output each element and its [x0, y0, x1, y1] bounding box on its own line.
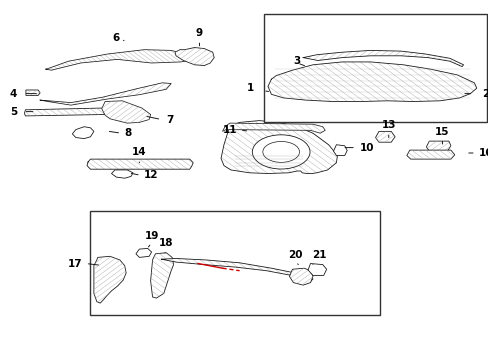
Text: 10: 10 — [359, 143, 373, 153]
Polygon shape — [24, 108, 107, 116]
Polygon shape — [26, 90, 40, 95]
Text: 18: 18 — [159, 238, 173, 248]
Polygon shape — [333, 145, 346, 156]
Text: 7: 7 — [166, 114, 173, 125]
Text: 4: 4 — [10, 89, 17, 99]
Text: 11: 11 — [222, 125, 237, 135]
Text: 14: 14 — [132, 147, 146, 157]
Polygon shape — [375, 131, 394, 142]
Text: 6: 6 — [112, 33, 120, 43]
Text: 16: 16 — [478, 148, 488, 158]
Polygon shape — [161, 258, 312, 282]
Polygon shape — [111, 170, 133, 178]
Text: 5: 5 — [10, 107, 17, 117]
Polygon shape — [406, 150, 454, 159]
Polygon shape — [221, 121, 337, 174]
Polygon shape — [136, 248, 151, 257]
Bar — [90, 211, 380, 315]
Polygon shape — [267, 62, 476, 102]
Text: 21: 21 — [311, 250, 326, 260]
Polygon shape — [87, 159, 193, 169]
Text: 9: 9 — [196, 28, 203, 38]
Polygon shape — [72, 127, 94, 139]
Polygon shape — [94, 256, 126, 303]
Polygon shape — [303, 50, 463, 67]
Text: 17: 17 — [67, 258, 82, 269]
Bar — [264, 14, 486, 122]
Text: 13: 13 — [381, 120, 395, 130]
Polygon shape — [102, 101, 150, 123]
Polygon shape — [222, 123, 325, 133]
Ellipse shape — [263, 141, 299, 162]
Ellipse shape — [252, 135, 309, 169]
Text: 12: 12 — [144, 170, 159, 180]
Polygon shape — [45, 50, 190, 70]
Text: 8: 8 — [124, 128, 132, 138]
Text: 19: 19 — [144, 231, 159, 241]
Text: 2: 2 — [481, 89, 488, 99]
Polygon shape — [307, 264, 326, 275]
Text: 1: 1 — [246, 83, 254, 93]
Polygon shape — [289, 268, 312, 285]
Text: 20: 20 — [288, 250, 303, 260]
Text: 15: 15 — [434, 127, 449, 137]
Polygon shape — [40, 83, 171, 105]
Polygon shape — [150, 253, 173, 298]
Polygon shape — [175, 48, 214, 66]
Polygon shape — [426, 141, 450, 151]
Text: 3: 3 — [293, 56, 300, 66]
